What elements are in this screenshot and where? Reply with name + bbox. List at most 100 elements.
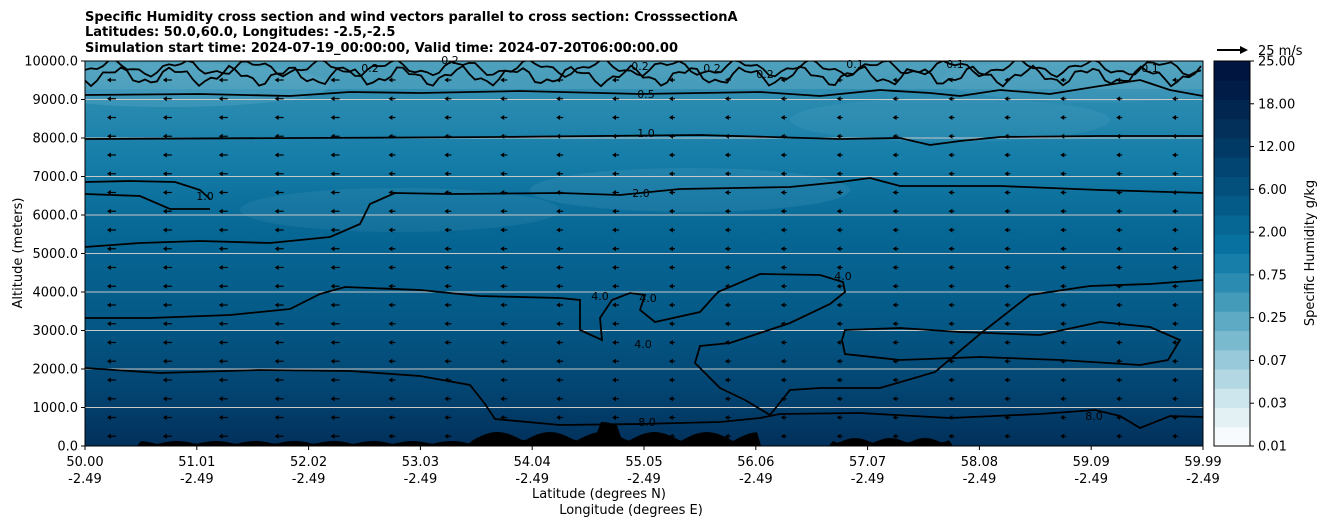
wind-vector: [1172, 340, 1177, 345]
wind-vector: [612, 96, 617, 102]
wind-vector: [1116, 190, 1121, 195]
wind-vector: [1060, 396, 1065, 402]
wind-vector: [612, 321, 617, 327]
y-tick-label: 2000.0: [33, 363, 79, 378]
wind-vector: [1116, 96, 1121, 102]
wind-vector: [106, 302, 111, 308]
wind-vector: [1004, 152, 1009, 158]
wind-vector: [836, 396, 841, 402]
contour-label-0.5: 0.5: [637, 88, 655, 101]
wind-vector: [724, 152, 729, 158]
wind-vector: [1060, 152, 1065, 158]
wind-vector: [1060, 377, 1065, 383]
contour-line-0.5: [85, 79, 1203, 97]
wind-vector: [556, 152, 561, 158]
wind-vector: [106, 433, 111, 439]
wind-vector: [162, 246, 167, 252]
colorbar-label: Specific Humidity g/kg: [1303, 180, 1318, 326]
wind-vector: [612, 265, 617, 270]
colorbar-swatch: [1214, 138, 1250, 158]
wind-vector: [668, 283, 673, 289]
wind-vector: [330, 77, 335, 83]
wind-vector: [1172, 246, 1177, 252]
wind-vector: [1116, 171, 1121, 177]
wind-vector: [612, 227, 617, 233]
wind-vector: [948, 208, 953, 214]
wind-vector: [668, 415, 673, 420]
wind-vector: [388, 77, 393, 83]
colorbar-tick-label: 0.03: [1258, 397, 1287, 412]
wind-vector: [1172, 208, 1177, 214]
wind-vector: [724, 133, 729, 139]
wind-vector: [1172, 415, 1177, 420]
wind-vector: [668, 227, 673, 233]
wind-vector: [444, 152, 449, 158]
wind-vector: [668, 358, 673, 364]
contour-label-0.2: 0.2: [703, 62, 721, 75]
colorbar-swatch: [1214, 407, 1250, 428]
colorbar-tick-label: 18.00: [1258, 97, 1295, 112]
y-tick-label: 1000.0: [33, 401, 79, 416]
wind-vector: [780, 265, 785, 270]
wind-vector: [1116, 433, 1121, 439]
wind-vector: [106, 152, 111, 158]
wind-vector: [1060, 190, 1065, 195]
x-tick-label-lon: -2.49: [739, 472, 773, 487]
wind-vector: [780, 246, 785, 252]
contour-label-0.2: 0.2: [361, 62, 379, 75]
wind-vector: [106, 171, 111, 177]
wind-vector: [1004, 358, 1009, 364]
wind-vector: [892, 227, 897, 233]
wind-vector: [274, 340, 279, 345]
wind-vector: [1060, 283, 1065, 289]
wind-vector: [836, 77, 841, 83]
wind-vector: [106, 96, 111, 102]
wind-vector: [444, 302, 449, 308]
wind-vector: [500, 302, 505, 308]
wind-vector: [612, 246, 617, 252]
wind-vector: [388, 415, 393, 420]
wind-vector: [388, 171, 393, 177]
x-tick-label-lon: -2.49: [1074, 472, 1108, 487]
title-line-1: Specific Humidity cross section and wind…: [85, 10, 738, 25]
wind-vector: [500, 377, 505, 383]
wind-vector: [948, 283, 953, 289]
wind-vector: [1004, 321, 1009, 327]
x-axis-label-latitude: Latitude (degrees N): [532, 487, 666, 502]
wind-vector: [556, 340, 561, 345]
wind-vector: [500, 340, 505, 345]
wind-vector: [218, 358, 223, 364]
contour-line-8.0: [85, 367, 1203, 430]
wind-vector: [162, 283, 167, 289]
wind-vector: [612, 115, 617, 120]
colorbar-swatch: [1214, 118, 1250, 139]
wind-vector: [556, 208, 561, 214]
wind-vector: [388, 208, 393, 214]
wind-vector: [444, 96, 449, 102]
colorbar-swatch: [1214, 311, 1250, 331]
wind-vector: [612, 283, 617, 289]
wind-vector: [892, 77, 897, 83]
contour-label-0.2: 0.2: [756, 68, 774, 81]
wind-vector: [892, 396, 897, 402]
wind-vector: [330, 358, 335, 364]
wind-vector: [274, 246, 279, 252]
wind-vector: [444, 433, 449, 439]
wind-vector: [106, 227, 111, 233]
wind-vector: [444, 340, 449, 345]
wind-vector: [780, 415, 785, 420]
wind-vector: [274, 96, 279, 102]
wind-vector: [556, 96, 561, 102]
wind-vector: [500, 152, 505, 158]
wind-vector: [724, 115, 729, 120]
x-tick-label-lon: -2.49: [404, 472, 438, 487]
terrain: [85, 422, 1203, 446]
wind-vector: [1004, 171, 1009, 177]
wind-vector: [668, 246, 673, 252]
wind-vector: [274, 190, 279, 195]
wind-vector: [388, 133, 393, 139]
wind-vector: [1172, 321, 1177, 327]
wind-vector: [836, 133, 841, 139]
wind-vector: [330, 396, 335, 402]
wind-vector: [948, 321, 953, 327]
